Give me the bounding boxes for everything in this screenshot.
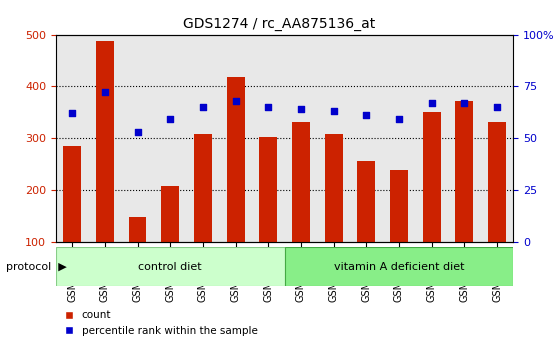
Point <box>264 104 273 110</box>
Bar <box>285 34 318 242</box>
Point <box>199 104 208 110</box>
Bar <box>448 34 480 242</box>
Bar <box>63 146 81 242</box>
Text: protocol  ▶: protocol ▶ <box>6 263 66 272</box>
Bar <box>292 122 310 242</box>
Bar <box>121 34 154 242</box>
Bar <box>186 34 219 242</box>
Bar <box>128 217 147 241</box>
Bar <box>96 41 114 242</box>
Point <box>493 104 502 110</box>
Point <box>460 100 469 106</box>
Point <box>100 90 109 95</box>
Bar <box>455 101 473 242</box>
Bar <box>383 34 415 242</box>
Bar <box>259 137 277 242</box>
Bar <box>161 186 179 242</box>
Point <box>296 106 305 112</box>
Bar <box>194 134 212 242</box>
Bar <box>350 34 383 242</box>
Bar <box>285 247 513 286</box>
Bar <box>252 34 285 242</box>
Point <box>329 108 338 114</box>
Bar <box>422 112 441 241</box>
Text: GDS1274 / rc_AA875136_at: GDS1274 / rc_AA875136_at <box>183 17 375 31</box>
Bar <box>415 34 448 242</box>
Text: control diet: control diet <box>138 262 202 272</box>
Point <box>362 112 371 118</box>
Bar <box>227 77 244 242</box>
Bar <box>318 34 350 242</box>
Bar <box>219 34 252 242</box>
Text: vitamin A deficient diet: vitamin A deficient diet <box>334 262 464 272</box>
Point <box>133 129 142 135</box>
Bar <box>89 34 121 242</box>
Point <box>395 117 403 122</box>
Bar <box>390 170 408 242</box>
Point <box>68 110 76 116</box>
Legend: count, percentile rank within the sample: count, percentile rank within the sample <box>61 306 262 340</box>
Bar <box>480 34 513 242</box>
Point <box>427 100 436 106</box>
Bar <box>56 247 285 286</box>
Bar <box>357 161 376 242</box>
Bar <box>154 34 186 242</box>
Point <box>166 117 175 122</box>
Bar <box>325 134 343 242</box>
Bar <box>488 122 506 242</box>
Bar <box>56 34 89 242</box>
Point <box>231 98 240 104</box>
